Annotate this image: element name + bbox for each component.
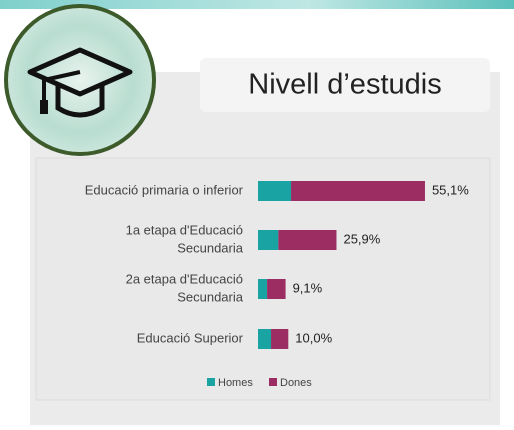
category-label: Secundaria — [177, 240, 244, 255]
total-label: 9,1% — [293, 280, 323, 295]
total-label: 55,1% — [432, 182, 469, 197]
category-label: Educació primaria o inferior — [85, 182, 244, 197]
bar-segment — [291, 181, 425, 201]
bar-segment — [258, 329, 272, 349]
title-box — [200, 58, 490, 112]
bar-segment — [258, 279, 268, 299]
bar-segment — [258, 181, 292, 201]
legend-swatch — [269, 378, 277, 386]
category-label: 1a etapa d'Educació — [126, 222, 243, 237]
top-band — [0, 0, 514, 9]
bar-chart: Educació primaria o inferior 55,1% 1a etap… — [85, 181, 469, 389]
category-label: Educació Superior — [137, 330, 244, 345]
bar-segment — [278, 230, 337, 250]
bar-segment — [258, 230, 279, 250]
category-label: Secundaria — [177, 289, 244, 304]
total-label: 10,0% — [295, 330, 332, 345]
legend-label: Homes — [218, 377, 253, 389]
legend-label: Dones — [280, 377, 312, 389]
bar-segment — [271, 329, 289, 349]
bar-segment — [267, 279, 286, 299]
total-label: 25,9% — [343, 231, 380, 246]
icon — [4, 4, 156, 156]
chart-title: Nivell d’estudis — [248, 69, 441, 101]
category-label: 2a etapa d'Educació — [126, 271, 243, 286]
legend-swatch — [207, 378, 215, 386]
